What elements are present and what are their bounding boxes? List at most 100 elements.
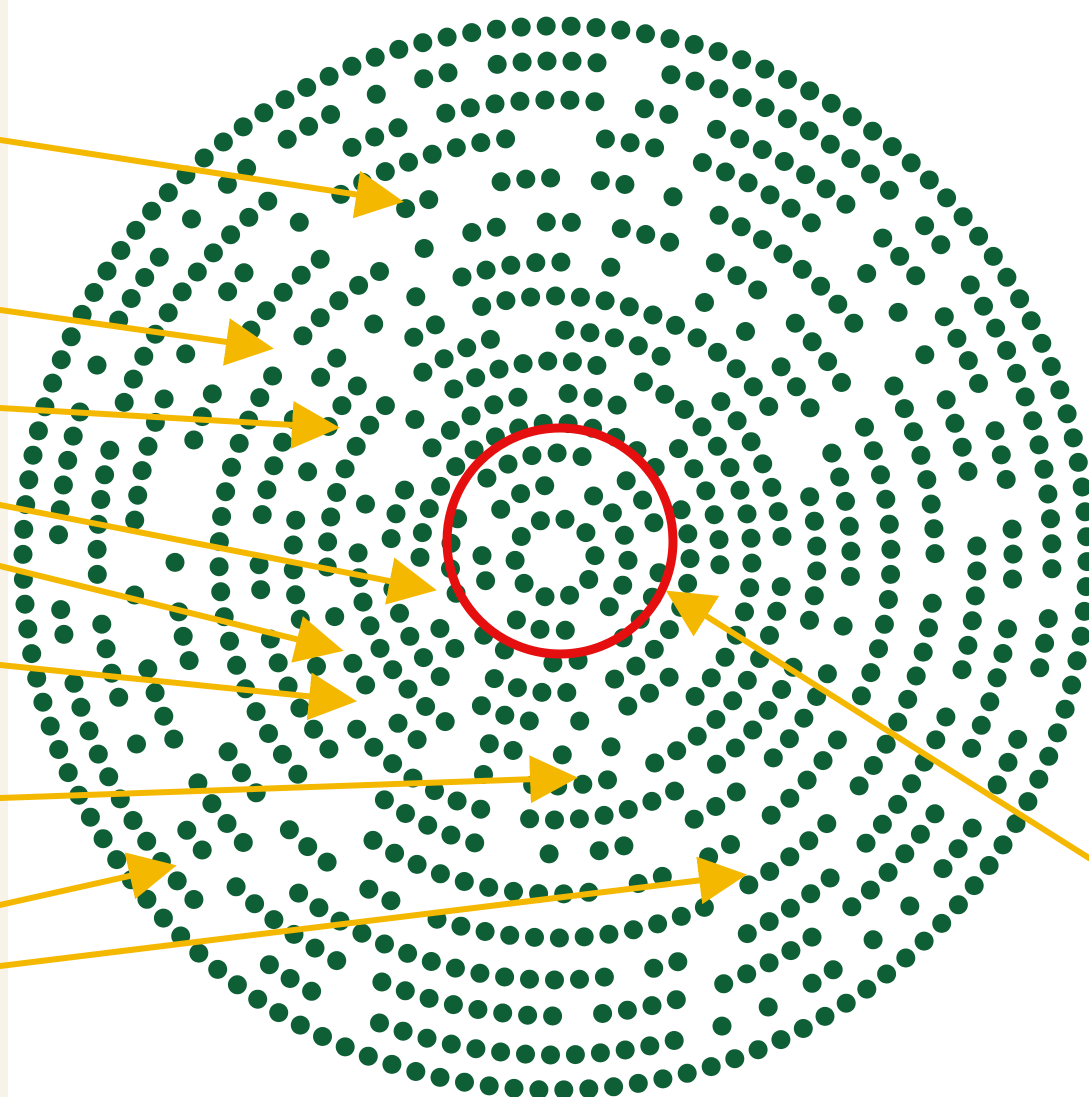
dot [538, 351, 558, 371]
dot [707, 342, 727, 362]
dot [604, 1077, 624, 1097]
dot [445, 958, 465, 978]
dot [748, 1040, 768, 1060]
dot [779, 729, 799, 749]
dot [264, 910, 284, 930]
dot [841, 541, 861, 561]
dot [299, 116, 319, 136]
dot [15, 594, 35, 614]
dot [793, 1019, 813, 1038]
dot [88, 744, 108, 764]
dot [413, 362, 433, 382]
dot [510, 91, 530, 111]
dot [879, 180, 899, 200]
dot [802, 332, 822, 352]
dot [569, 809, 589, 829]
dot [997, 341, 1017, 360]
dot [894, 399, 914, 419]
dot [310, 308, 330, 328]
dot [187, 262, 207, 282]
dot [470, 963, 490, 983]
dot [890, 246, 910, 266]
dot [154, 706, 174, 726]
dot [642, 791, 662, 811]
dot [346, 436, 366, 456]
dot [640, 683, 659, 703]
dot [871, 465, 890, 485]
dot [772, 527, 792, 546]
dot [802, 973, 822, 993]
dot [934, 307, 954, 327]
dot [280, 969, 300, 988]
dot [535, 476, 555, 496]
dot [511, 484, 531, 504]
dot [123, 369, 143, 389]
dot [586, 18, 606, 38]
dot [472, 546, 492, 566]
dot [64, 673, 84, 693]
dot [96, 639, 116, 659]
dot [441, 1034, 461, 1054]
dot [1041, 357, 1061, 376]
dot [971, 715, 991, 735]
dot [801, 884, 821, 904]
dot [1018, 792, 1038, 812]
dot [771, 357, 791, 377]
dot [1074, 601, 1089, 621]
dot [562, 51, 582, 71]
dot [464, 440, 484, 460]
dot [725, 738, 745, 758]
dot [360, 415, 380, 435]
dot [212, 507, 232, 526]
dot [996, 470, 1016, 489]
dot [709, 79, 729, 99]
dot [396, 199, 416, 219]
dot [669, 439, 688, 459]
dot [18, 619, 38, 639]
dot [114, 392, 134, 412]
dot [980, 692, 1000, 712]
dot [707, 119, 726, 139]
dot [535, 587, 555, 607]
dot [218, 282, 238, 302]
dot [311, 367, 331, 387]
dot [145, 683, 165, 703]
dot [777, 109, 797, 129]
dot [293, 326, 313, 346]
dot [335, 1037, 355, 1057]
dot [772, 680, 792, 699]
dot [99, 767, 119, 787]
dot [614, 836, 634, 856]
dot [684, 35, 704, 54]
dot [245, 894, 265, 914]
dot [842, 107, 862, 127]
dot [412, 523, 432, 543]
dot [248, 989, 268, 1009]
dot [660, 29, 680, 49]
dot [511, 527, 531, 546]
dot [800, 81, 820, 101]
dot [660, 232, 680, 252]
dot [425, 781, 444, 801]
dot [601, 257, 621, 277]
dot [1023, 411, 1043, 431]
dot [636, 24, 655, 44]
dot [857, 264, 877, 283]
dot [406, 287, 426, 307]
dot [347, 719, 367, 739]
pointer-arrows [0, 137, 1089, 969]
dot [761, 805, 781, 825]
dot [752, 140, 772, 160]
dot [370, 262, 389, 281]
dot [87, 539, 107, 559]
dot [599, 597, 619, 617]
dot [804, 511, 824, 531]
dot [173, 626, 193, 646]
dot [370, 1013, 389, 1033]
dot [182, 209, 201, 229]
dot [273, 282, 293, 302]
dot [914, 931, 934, 951]
dot [653, 1069, 673, 1089]
dot [726, 782, 746, 802]
dot [730, 480, 750, 500]
